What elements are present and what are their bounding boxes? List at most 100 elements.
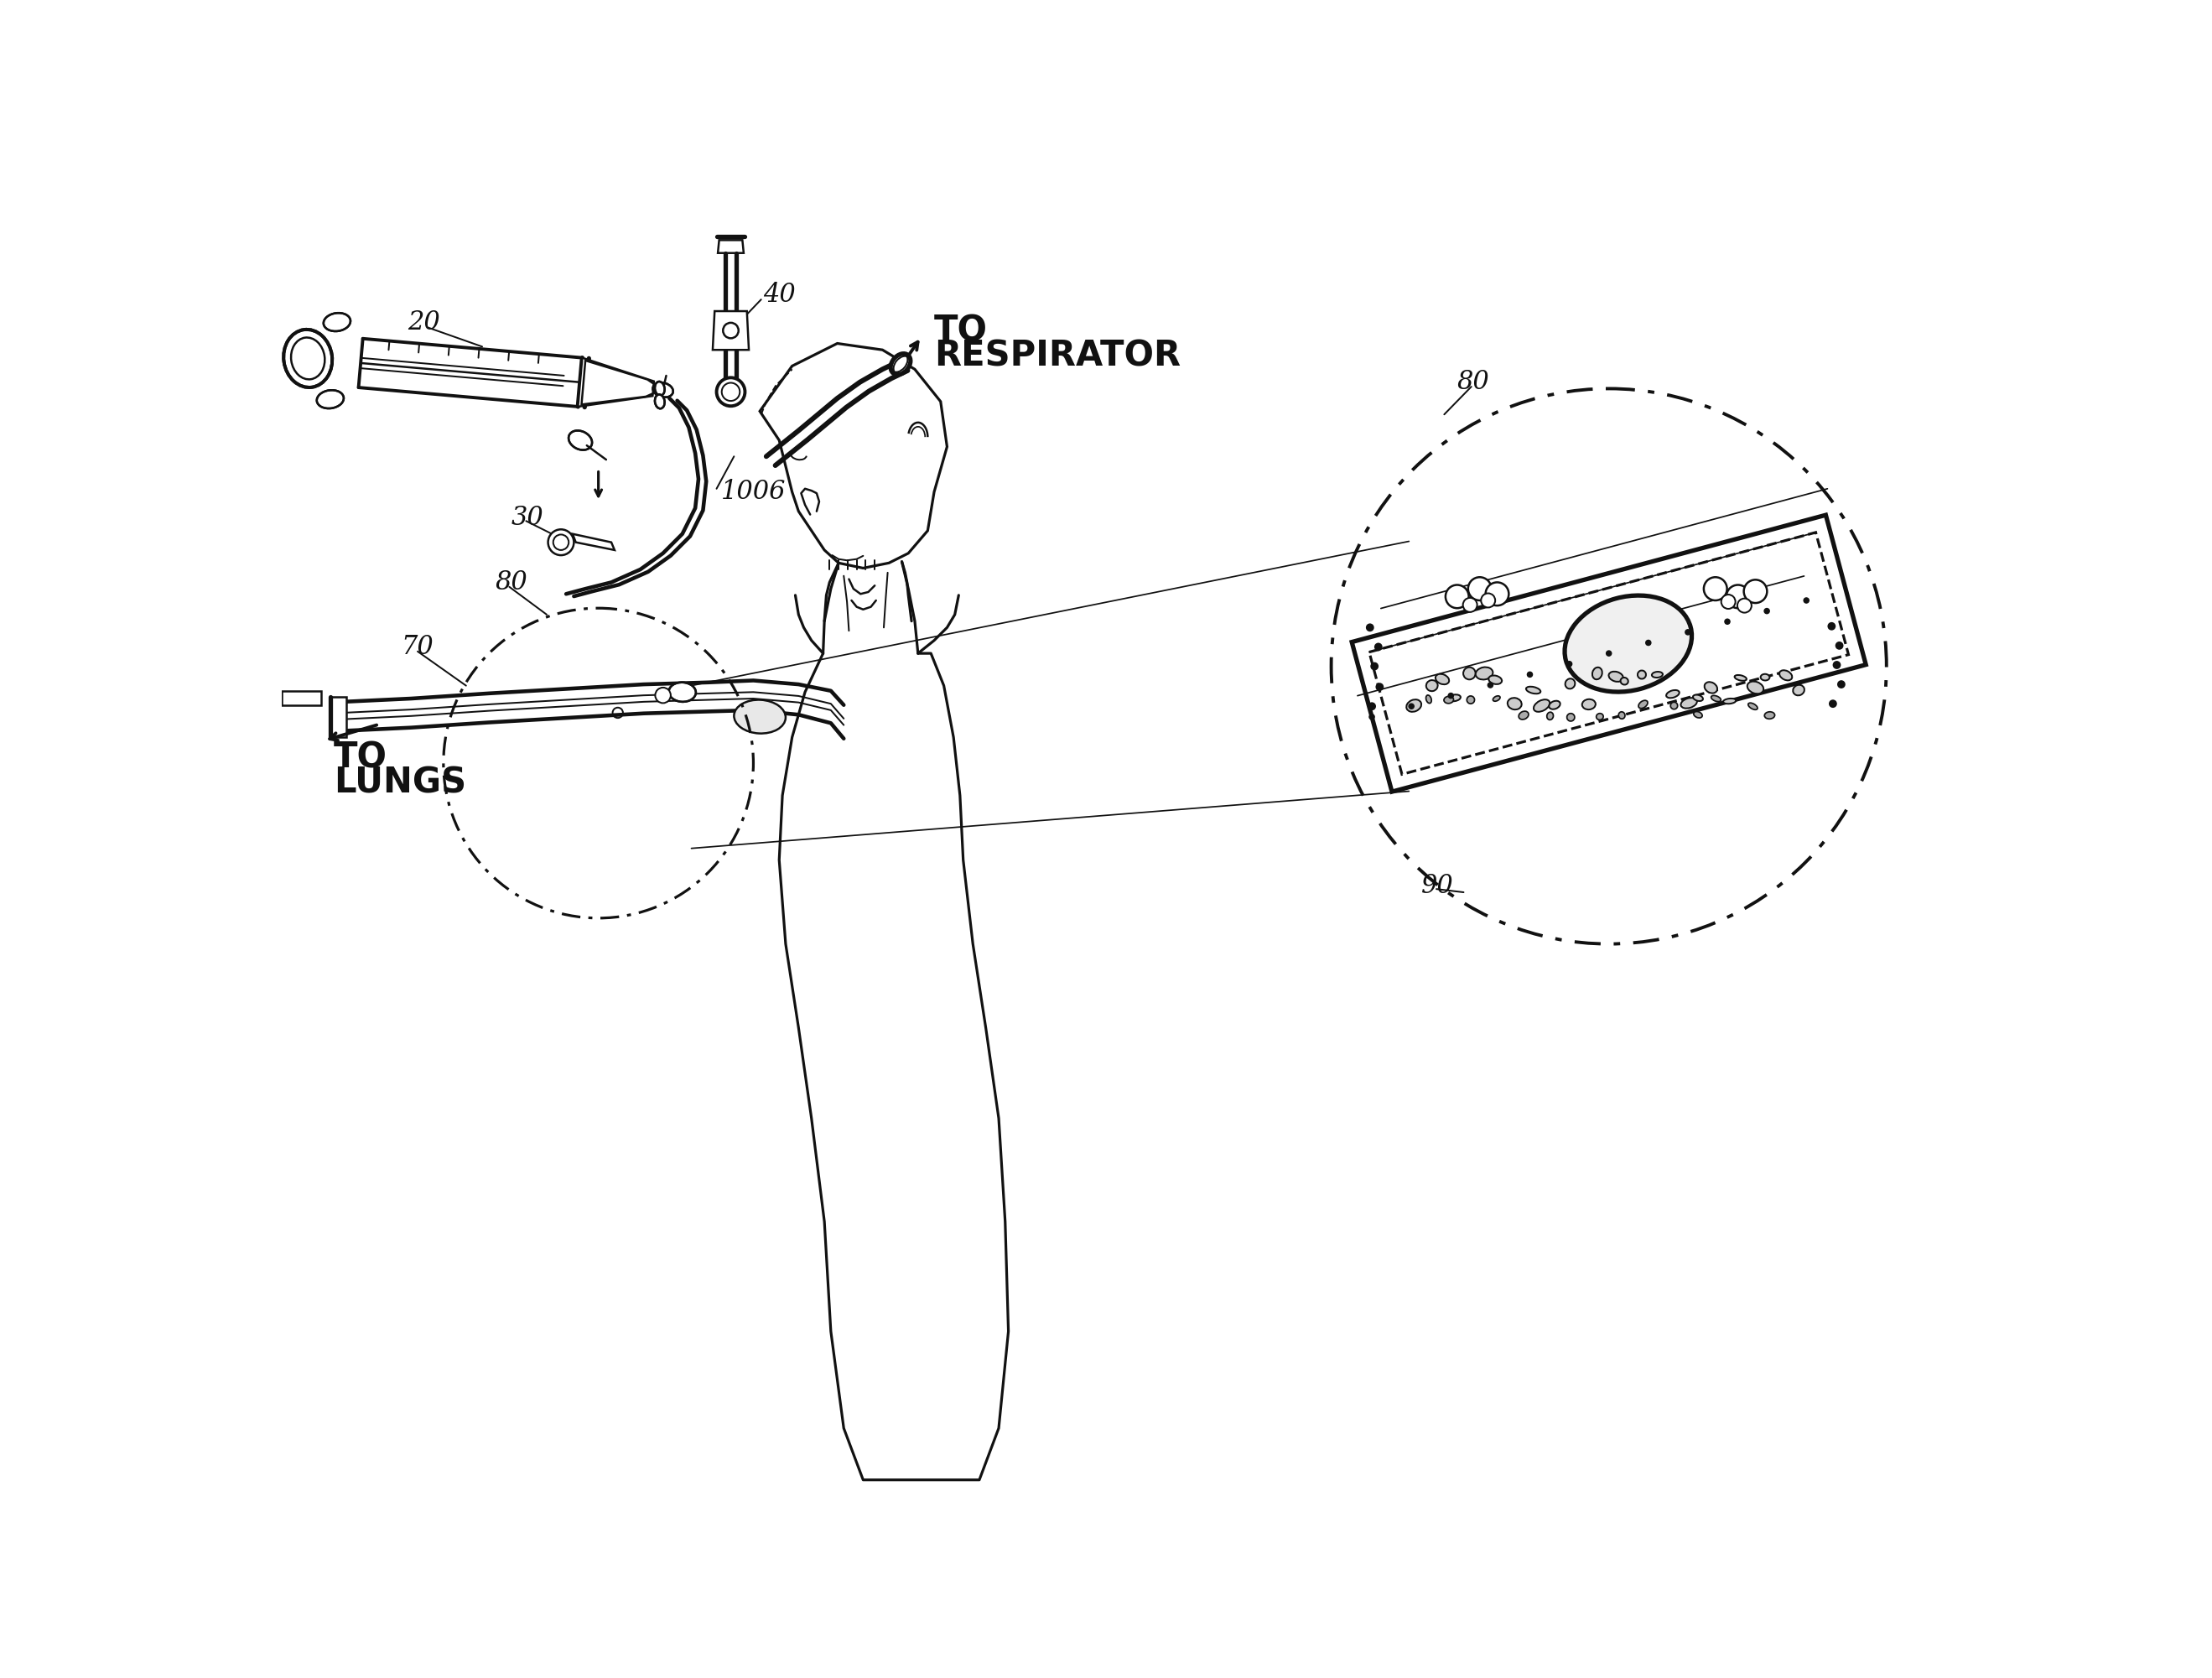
Ellipse shape (1765, 711, 1774, 718)
Circle shape (1444, 586, 1469, 607)
Circle shape (1482, 594, 1495, 607)
Ellipse shape (1734, 675, 1747, 681)
Text: LUNGS: LUNGS (334, 765, 467, 800)
Ellipse shape (655, 394, 664, 409)
Ellipse shape (1694, 711, 1703, 718)
Ellipse shape (1621, 678, 1628, 685)
Circle shape (1449, 693, 1453, 698)
Ellipse shape (283, 329, 332, 388)
Ellipse shape (1723, 698, 1736, 703)
Ellipse shape (1566, 713, 1575, 722)
Text: TO: TO (933, 312, 989, 347)
Ellipse shape (653, 383, 672, 398)
Ellipse shape (1639, 700, 1648, 708)
Text: 30: 30 (511, 505, 544, 530)
Ellipse shape (1582, 700, 1595, 710)
Ellipse shape (1778, 670, 1792, 680)
Ellipse shape (668, 683, 697, 701)
Ellipse shape (1712, 695, 1721, 701)
Circle shape (1743, 579, 1767, 602)
Circle shape (1526, 671, 1533, 678)
Text: 90: 90 (1422, 873, 1453, 899)
Ellipse shape (1449, 695, 1460, 701)
Circle shape (1369, 703, 1376, 710)
Polygon shape (573, 534, 615, 550)
Ellipse shape (316, 389, 343, 408)
Circle shape (1606, 651, 1610, 656)
Circle shape (1838, 681, 1845, 688)
Circle shape (1371, 663, 1378, 670)
Ellipse shape (1666, 690, 1679, 698)
Circle shape (1725, 619, 1730, 624)
Text: 70: 70 (400, 634, 434, 659)
Text: 40: 40 (763, 282, 796, 309)
Ellipse shape (1546, 711, 1553, 720)
Ellipse shape (1761, 675, 1770, 681)
Text: 80: 80 (495, 569, 529, 596)
Ellipse shape (1692, 695, 1703, 701)
Circle shape (1836, 643, 1843, 649)
Circle shape (723, 322, 739, 339)
Circle shape (1367, 624, 1374, 631)
Circle shape (1462, 597, 1478, 612)
Polygon shape (577, 357, 655, 406)
Ellipse shape (1747, 681, 1763, 693)
Circle shape (1376, 683, 1382, 690)
Ellipse shape (1467, 696, 1475, 703)
Circle shape (1376, 644, 1382, 649)
Ellipse shape (1566, 678, 1575, 688)
Circle shape (717, 378, 745, 406)
Circle shape (1721, 594, 1736, 609)
Ellipse shape (1597, 713, 1604, 720)
Ellipse shape (889, 352, 911, 376)
Ellipse shape (1619, 711, 1626, 718)
Circle shape (1409, 703, 1413, 708)
Ellipse shape (734, 700, 785, 733)
Ellipse shape (1533, 700, 1551, 711)
Text: 80: 80 (1458, 369, 1489, 394)
Ellipse shape (1427, 695, 1431, 703)
Circle shape (1829, 700, 1836, 706)
Ellipse shape (655, 381, 664, 396)
Ellipse shape (1548, 701, 1559, 710)
Ellipse shape (1464, 668, 1475, 680)
Circle shape (1332, 389, 1887, 945)
Circle shape (1736, 599, 1752, 612)
Ellipse shape (1489, 676, 1502, 685)
Ellipse shape (1637, 671, 1646, 680)
Circle shape (1703, 577, 1728, 601)
Ellipse shape (1608, 671, 1624, 681)
Circle shape (1765, 609, 1770, 614)
Ellipse shape (1427, 680, 1438, 691)
Circle shape (1686, 629, 1690, 634)
Polygon shape (719, 240, 743, 253)
Ellipse shape (1509, 698, 1522, 710)
Text: RESPIRATOR: RESPIRATOR (933, 339, 1181, 374)
Ellipse shape (1444, 696, 1453, 703)
Ellipse shape (1526, 686, 1540, 693)
Text: 20: 20 (407, 310, 440, 336)
Ellipse shape (1493, 696, 1500, 701)
Ellipse shape (1652, 671, 1663, 678)
Polygon shape (330, 698, 347, 737)
Text: 1006: 1006 (721, 478, 785, 505)
Circle shape (1803, 597, 1809, 602)
Text: TO: TO (334, 740, 387, 775)
Circle shape (1829, 623, 1834, 629)
Ellipse shape (1520, 711, 1528, 720)
Circle shape (1646, 641, 1650, 646)
Ellipse shape (1593, 668, 1601, 680)
Ellipse shape (1407, 700, 1422, 711)
Circle shape (1486, 582, 1509, 606)
Ellipse shape (1564, 596, 1692, 691)
Ellipse shape (1475, 668, 1493, 680)
Polygon shape (1352, 515, 1867, 792)
Circle shape (1469, 577, 1491, 601)
Ellipse shape (1681, 698, 1697, 708)
Circle shape (1566, 661, 1573, 666)
Ellipse shape (1705, 681, 1717, 693)
Circle shape (549, 529, 573, 555)
Polygon shape (712, 310, 750, 351)
Circle shape (1834, 661, 1840, 668)
Ellipse shape (1670, 701, 1677, 710)
